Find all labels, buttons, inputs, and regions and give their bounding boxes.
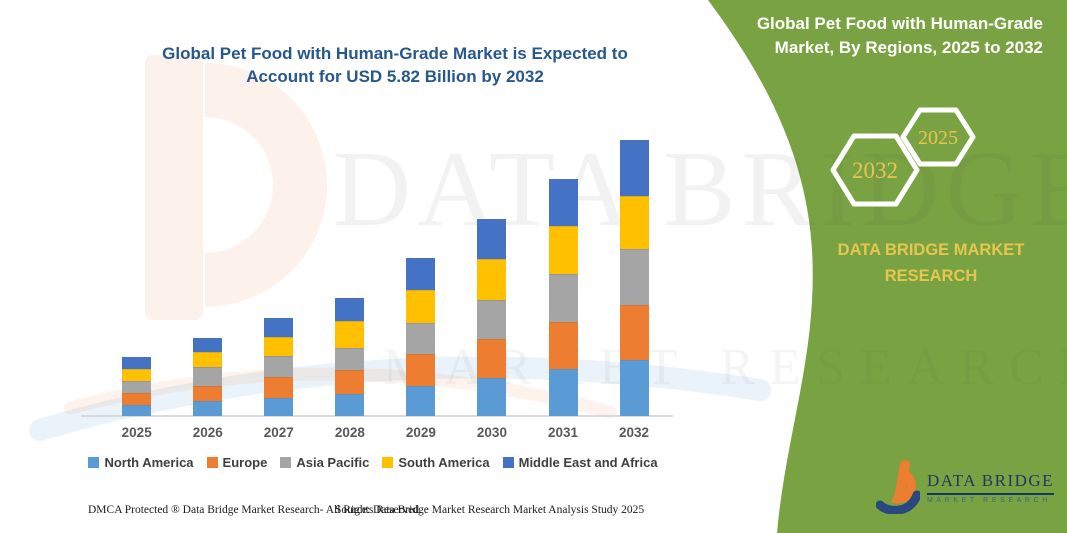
stacked-bar-2032 — [619, 139, 649, 416]
x-axis-labels: 2025 2026 2027 2028 2029 2030 2031 2032 — [85, 425, 663, 443]
x-axis-label-2031: 2031 — [547, 425, 579, 440]
chart-title-line1: Global Pet Food with Human-Grade Market … — [162, 44, 628, 63]
year-hexagon-badges: 2032 2025 — [830, 107, 976, 207]
bar-segment-middle-east-and-africa — [264, 317, 294, 338]
legend-label: Middle East and Africa — [518, 455, 658, 470]
legend-swatch-icon — [88, 457, 100, 468]
bar-segment-south-america — [193, 351, 223, 368]
legend-swatch-icon — [502, 457, 514, 468]
watermark-text-line1: DATA BRIDGE — [333, 130, 1067, 249]
bar-segment-europe — [548, 322, 578, 369]
bar-segment-europe — [406, 354, 436, 387]
x-axis-label-2027: 2027 — [263, 425, 294, 440]
logo-text-block: DATA BRIDGE MARKET RESEARCH — [927, 471, 1055, 504]
x-axis-label-2029: 2029 — [405, 425, 436, 440]
chart-title: Global Pet Food with Human-Grade Market … — [128, 42, 662, 89]
bar-segment-europe — [335, 369, 365, 394]
bar-segment-middle-east-and-africa — [477, 219, 507, 259]
bar-segment-asia-pacific — [335, 347, 365, 370]
panel-title-line2: Market, By Regions, 2025 to 2032 — [774, 37, 1043, 57]
x-axis-line — [81, 415, 673, 417]
brand-panel-caption-line2: RESEARCH — [884, 266, 978, 285]
data-bridge-logo-icon — [876, 460, 920, 514]
chart-title-line2: Account for USD 5.82 Billion by 2032 — [246, 67, 544, 87]
bar-segment-europe — [122, 393, 152, 406]
stacked-bar-2031 — [548, 179, 578, 416]
stacked-bar-2028 — [335, 298, 365, 416]
legend-item-south-america: South America — [382, 455, 490, 470]
x-axis-label-2025: 2025 — [121, 425, 152, 440]
panel-title: Global Pet Food with Human-Grade Market,… — [735, 12, 1043, 60]
chart-plot — [81, 120, 673, 417]
bar-segment-asia-pacific — [264, 355, 294, 377]
bar-segment-north-america — [477, 377, 507, 416]
bar-segment-south-america — [619, 195, 649, 249]
badge-year-2032: 2032 — [852, 158, 898, 183]
logo-subtitle: MARKET RESEARCH — [927, 496, 1051, 504]
dmca-notice: DMCA Protected ® Data Bridge Market Rese… — [88, 504, 422, 516]
x-axis-label-2032: 2032 — [619, 425, 650, 440]
data-bridge-logo: DATA BRIDGE MARKET RESEARCH — [876, 460, 1055, 514]
badge-year-2025: 2025 — [918, 127, 958, 149]
bar-segment-middle-east-and-africa — [122, 357, 152, 370]
bar-segment-south-america — [264, 337, 294, 356]
legend-label: South America — [398, 455, 490, 470]
bar-segment-europe — [619, 305, 649, 360]
bar-segment-asia-pacific — [406, 322, 436, 355]
bar-segment-middle-east-and-africa — [193, 337, 223, 352]
bar-segment-asia-pacific — [619, 248, 649, 306]
stacked-bar-2025 — [122, 357, 152, 416]
bar-segment-south-america — [122, 369, 152, 381]
x-axis-label-2028: 2028 — [334, 425, 365, 440]
bar-segment-north-america — [122, 405, 152, 416]
legend-item-middle-east-and-africa: Middle East and Africa — [502, 455, 658, 470]
logo-name: DATA BRIDGE — [927, 471, 1055, 495]
bar-segment-north-america — [406, 386, 436, 416]
brand-panel-caption-line1: DATA BRIDGE MARKET — [837, 241, 1025, 259]
bar-segment-north-america — [264, 397, 294, 416]
legend-item-europe: Europe — [206, 455, 268, 470]
legend-item-north-america: North America — [88, 455, 194, 470]
bar-segment-asia-pacific — [477, 299, 507, 339]
bar-segment-asia-pacific — [193, 367, 223, 386]
bar-segment-north-america — [335, 393, 365, 416]
bar-segment-south-america — [548, 226, 578, 274]
bar-segment-north-america — [619, 360, 649, 416]
chart-legend: North America Europe Asia Pacific South Ame… — [80, 455, 666, 470]
hexagon-2025: 2025 — [900, 107, 976, 167]
bar-segment-asia-pacific — [548, 273, 578, 322]
bar-segment-south-america — [335, 321, 365, 348]
bar-segment-north-america — [193, 400, 223, 416]
legend-label: Europe — [222, 455, 268, 470]
bar-segment-south-america — [406, 290, 436, 323]
brand-panel-caption: DATA BRIDGE MARKET RESEARCH — [826, 238, 1036, 289]
legend-swatch-icon — [206, 457, 218, 468]
panel-title-line1: Global Pet Food with Human-Grade — [756, 14, 1043, 33]
hexagon-2032: 2032 — [830, 133, 920, 207]
bar-segment-asia-pacific — [122, 380, 152, 394]
bar-segment-europe — [477, 339, 507, 378]
bar-segment-europe — [264, 376, 294, 398]
bar-segment-south-america — [477, 258, 507, 300]
legend-swatch-icon — [280, 457, 292, 468]
legend-label: Asia Pacific — [296, 455, 370, 470]
bar-segment-europe — [193, 385, 223, 401]
legend-swatch-icon — [382, 457, 394, 468]
legend-item-asia-pacific: Asia Pacific — [280, 455, 369, 470]
x-axis-label-2030: 2030 — [476, 425, 507, 440]
stacked-bar-2030 — [477, 219, 507, 416]
x-axis-label-2026: 2026 — [192, 425, 223, 440]
stacked-bar-2029 — [406, 257, 436, 416]
stacked-bar-2027 — [264, 317, 294, 416]
legend-label: North America — [104, 455, 194, 470]
bar-segment-north-america — [548, 369, 578, 416]
stacked-bar-2026 — [193, 337, 223, 416]
bar-segment-middle-east-and-africa — [406, 257, 436, 291]
bar-segment-middle-east-and-africa — [335, 298, 365, 322]
bar-segment-middle-east-and-africa — [548, 179, 578, 226]
bar-segment-middle-east-and-africa — [619, 139, 649, 196]
source-note: Source: Data Bridge Market Research Mark… — [335, 504, 645, 516]
